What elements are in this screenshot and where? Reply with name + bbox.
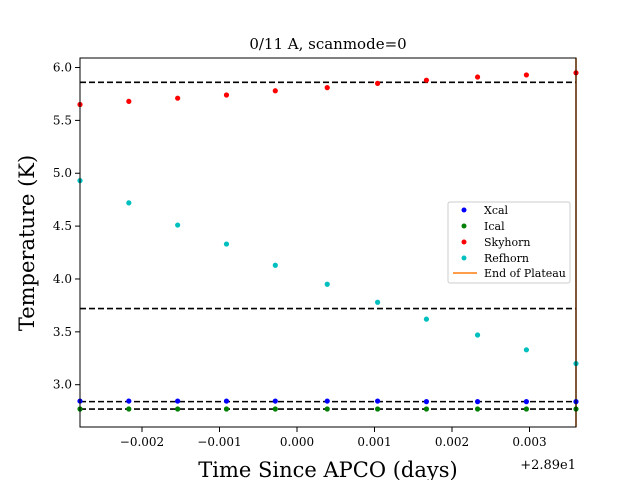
point-skyhorn-4 <box>272 88 278 94</box>
legend-label-refhorn: Refhorn <box>484 252 529 265</box>
x-axis-ticks: −0.002 −0.001 0.000 0.001 0.002 0.003 <box>120 427 547 449</box>
x-tick-label-0: −0.002 <box>120 435 164 449</box>
point-xcal-7 <box>423 399 430 405</box>
point-ical-1 <box>126 406 132 412</box>
point-xcal-2 <box>175 398 181 404</box>
point-ical-5 <box>324 406 330 412</box>
legend-label-skyhorn: Skyhorn <box>484 236 530 249</box>
y-tick-label-5: 5.5 <box>53 113 72 127</box>
legend-box <box>447 201 571 284</box>
y-tick-label-2: 4.0 <box>53 272 72 286</box>
y-axis-label: Temperature (K) <box>15 155 39 331</box>
y-tick-label-3: 4.5 <box>53 219 72 233</box>
point-refhorn-8 <box>474 332 481 338</box>
point-xcal-3 <box>223 398 230 404</box>
point-ical-3 <box>223 406 230 412</box>
point-skyhorn-6 <box>375 80 381 86</box>
point-xcal-1 <box>126 398 132 404</box>
point-skyhorn-2 <box>175 95 181 101</box>
x-tick-label-1: −0.001 <box>197 435 241 449</box>
point-ical-4 <box>272 406 278 412</box>
x-tick-label-2: 0.000 <box>280 435 314 449</box>
point-skyhorn-9 <box>523 72 530 78</box>
point-ical-6 <box>375 406 381 412</box>
legend-label-end-of-plateau: End of Plateau <box>484 267 566 280</box>
point-xcal-6 <box>375 398 381 404</box>
point-refhorn-4 <box>272 262 278 268</box>
y-tick-label-0: 3.0 <box>53 378 72 392</box>
point-skyhorn-8 <box>474 74 481 80</box>
legend-marker-skyhorn <box>461 239 467 245</box>
y-tick-label-4: 5.0 <box>53 166 72 180</box>
x-offset-label: +2.89e1 <box>520 458 576 473</box>
point-refhorn-3 <box>223 241 230 247</box>
point-ical-8 <box>474 406 481 412</box>
legend-marker-xcal <box>461 207 467 213</box>
legend-marker-ical <box>461 223 467 229</box>
point-xcal-5 <box>324 398 330 404</box>
point-refhorn-9 <box>523 347 530 353</box>
point-xcal-9 <box>523 399 530 405</box>
legend-label-ical: Ical <box>484 220 505 233</box>
x-tick-label-3: 0.001 <box>357 435 391 449</box>
point-skyhorn-3 <box>223 92 230 98</box>
legend-label-xcal: Xcal <box>484 204 509 217</box>
legend-marker-refhorn <box>461 255 467 261</box>
point-refhorn-5 <box>324 281 330 287</box>
point-ical-9 <box>523 406 530 412</box>
x-tick-label-5: 0.003 <box>512 435 546 449</box>
point-ical-2 <box>175 406 181 412</box>
legend: Xcal Ical Skyhorn Refhorn End of Plateau <box>447 201 571 284</box>
point-skyhorn-1 <box>126 98 132 104</box>
plot-frame <box>79 57 577 428</box>
point-refhorn-6 <box>375 299 381 305</box>
point-refhorn-2 <box>175 222 181 228</box>
y-tick-label-6: 6.0 <box>53 61 72 75</box>
point-ical-7 <box>423 406 430 412</box>
point-refhorn-7 <box>423 316 430 322</box>
y-axis-ticks: 3.0 3.5 4.0 4.5 5.0 5.5 6.0 <box>53 61 80 392</box>
point-xcal-4 <box>272 398 278 404</box>
chart-title: 0/11 A, scanmode=0 <box>249 35 406 53</box>
point-refhorn-1 <box>126 200 132 206</box>
point-skyhorn-7 <box>423 77 430 83</box>
x-tick-label-4: 0.002 <box>435 435 469 449</box>
point-xcal-8 <box>474 399 481 405</box>
x-axis-label: Time Since APCO (days) <box>198 458 457 480</box>
y-tick-label-1: 3.5 <box>53 325 72 339</box>
point-skyhorn-5 <box>324 85 330 91</box>
